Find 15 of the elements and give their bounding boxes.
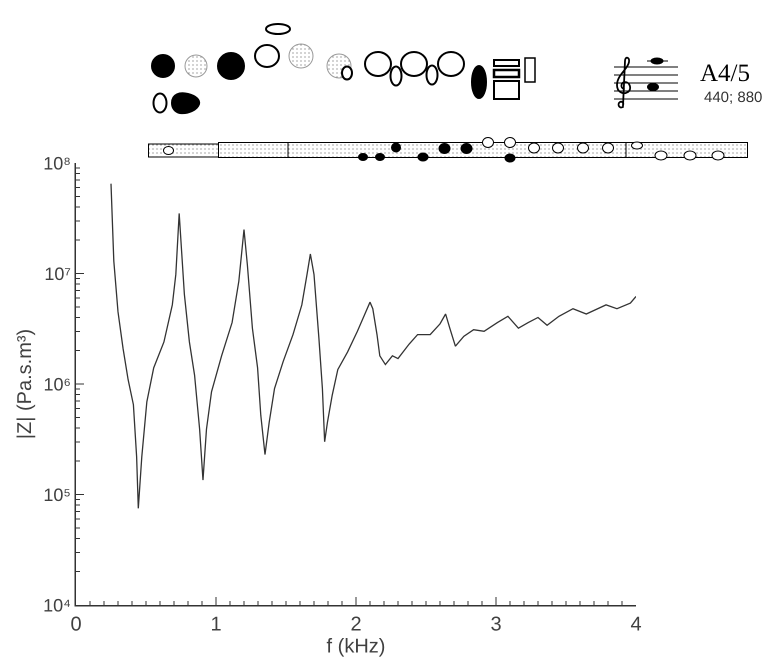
text: A4/5 — [700, 60, 750, 87]
text: 440; 880 — [704, 89, 762, 106]
y-tick-label: 10⁵ — [43, 484, 71, 505]
y-tick-label: 10⁶ — [43, 374, 71, 394]
x-tick-label: 2 — [350, 614, 362, 636]
x-tick-label: 0 — [70, 614, 82, 636]
x-tick-label: 1 — [210, 614, 222, 636]
x-tick-label: 3 — [490, 614, 502, 636]
x-axis-title: f (kHz) — [326, 636, 386, 658]
y-tick-label: 10⁸ — [43, 153, 71, 174]
y-axis-title: |Z| (Pa.s.m³) — [14, 328, 36, 440]
x-tick-label: 4 — [630, 614, 642, 636]
line-series — [110, 183, 636, 509]
y-tick-label: 10⁷ — [44, 264, 71, 284]
y-tick-label: 10⁴ — [43, 595, 71, 616]
